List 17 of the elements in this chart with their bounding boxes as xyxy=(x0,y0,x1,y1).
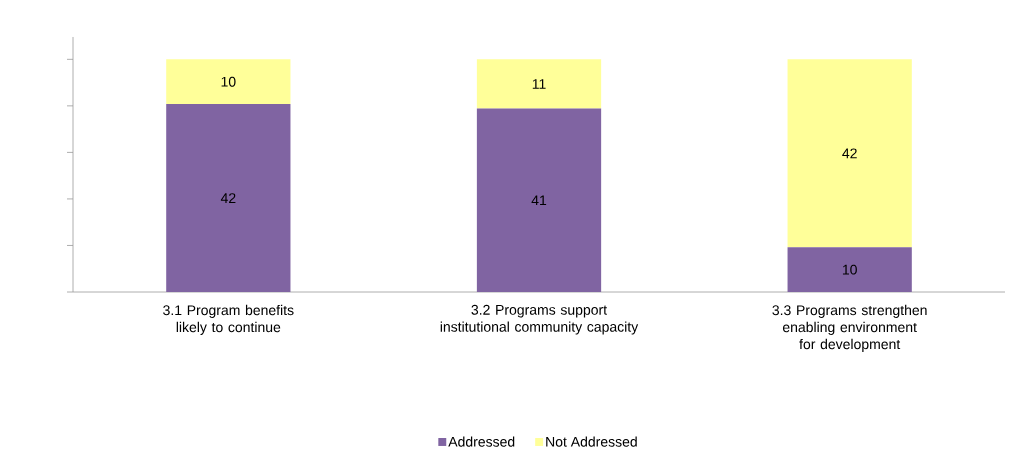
bar xyxy=(787,247,912,292)
bar xyxy=(476,108,602,292)
x-tick-label: 3.3 Programs strengthen enabling environment for development xyxy=(772,304,927,352)
legend-label: Addressed xyxy=(448,436,515,447)
data-label: 10 xyxy=(842,264,857,275)
data-label: 41 xyxy=(531,195,547,206)
x-tick-label: 3.1 Program benefits likely to continue xyxy=(163,304,294,335)
bar xyxy=(787,59,912,248)
data-label: 42 xyxy=(220,193,236,203)
bar xyxy=(476,59,602,109)
data-label: 10 xyxy=(221,76,236,87)
bar xyxy=(166,59,291,105)
bar xyxy=(166,104,291,292)
legend-label: Not Addressed xyxy=(546,436,637,447)
x-tick-label: 3.2 Programs support institutional community capacity xyxy=(440,304,639,335)
data-label: 42 xyxy=(842,148,857,159)
data-label: 11 xyxy=(532,79,546,89)
